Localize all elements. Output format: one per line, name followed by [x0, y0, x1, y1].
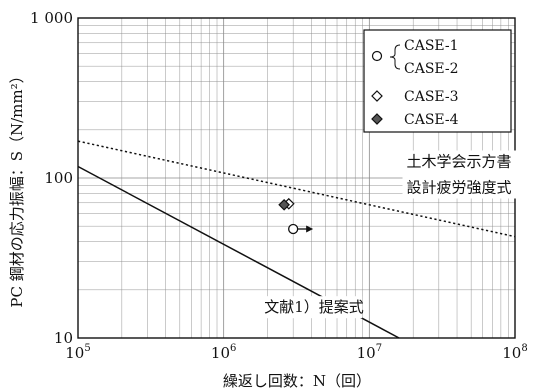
- runout-arrow-head: [306, 225, 314, 233]
- data-markers: [278, 197, 314, 235]
- case-1-2-marker: [288, 223, 299, 235]
- legend-label-case-4: CASE-4: [404, 112, 459, 128]
- legend-label-case-2: CASE-2: [404, 61, 459, 77]
- y-tick-label: 100: [44, 169, 73, 187]
- legend-marker-case-4: [371, 113, 383, 125]
- x-tick-label: 107: [357, 343, 382, 362]
- legend: CASE-1 CASE-2 CASE-3 CASE-4: [363, 29, 512, 133]
- x-tick-label: 106: [211, 343, 236, 362]
- proposed-formula-label: 文献1）提案式: [264, 298, 364, 316]
- y-tick-label: 10: [54, 329, 73, 347]
- x-axis-label: 繰返し回数：N（回）: [223, 372, 371, 390]
- tick-labels: 105 106 107 108 10 100 1 000: [30, 9, 528, 362]
- y-tick-label: 1 000: [30, 9, 73, 27]
- legend-marker-case-1-2: [371, 50, 383, 62]
- legend-marker-case-3: [371, 90, 383, 102]
- legend-label-case-1: CASE-1: [404, 38, 459, 54]
- annotation-bg: [260, 296, 363, 319]
- y-axis-label: PC 鋼材の応力振幅：S（N/mm²）: [8, 68, 26, 307]
- annotation-bg: [402, 150, 533, 199]
- x-tick-label: 108: [502, 343, 527, 362]
- legend-brace: [389, 44, 401, 70]
- design-formula-label: 設計疲労強度式: [407, 179, 512, 197]
- x-tick-label: 105: [65, 343, 90, 362]
- legend-box: [363, 29, 512, 133]
- legend-label-case-3: CASE-3: [404, 89, 459, 105]
- design-formula-label: 土木学会示方書: [407, 152, 512, 170]
- case-4-marker: [278, 198, 290, 211]
